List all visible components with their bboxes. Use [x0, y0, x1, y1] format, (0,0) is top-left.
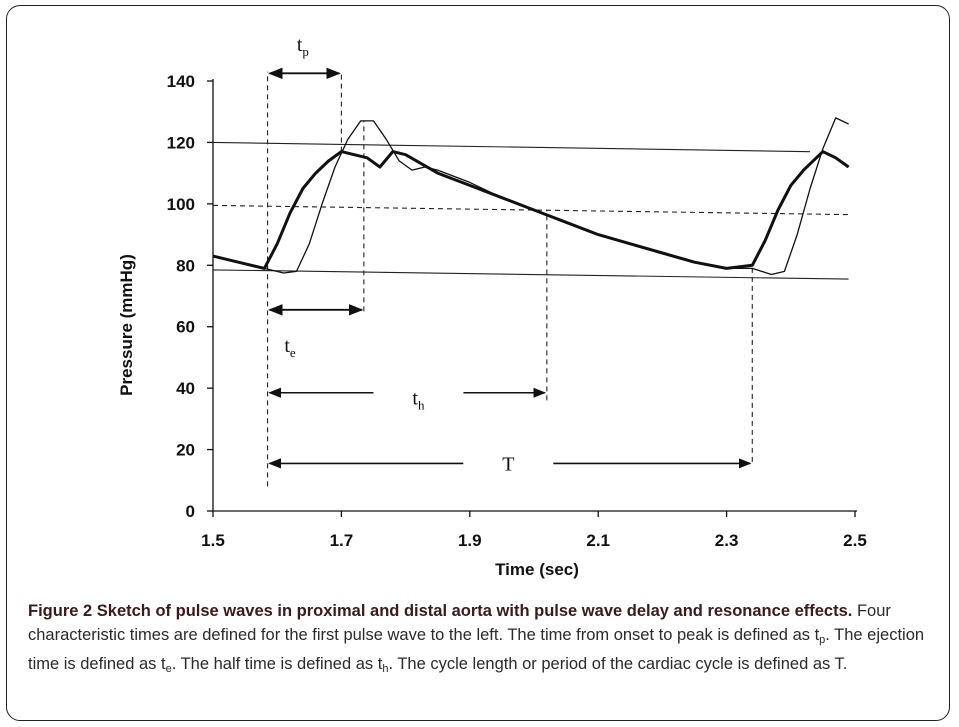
y-tick-label: 60 [176, 318, 195, 337]
y-tick-label: 0 [186, 502, 195, 521]
x-tick-label: 1.5 [201, 531, 225, 550]
y-tick-label: 20 [176, 441, 195, 460]
x-axis-label: Time (sec) [495, 560, 579, 579]
solid-reference-line [212, 141, 811, 153]
reference-lines [212, 71, 849, 487]
caption-text-4: . The cycle length or period of the card… [388, 655, 848, 673]
y-axis-label: Pressure (mmHg) [117, 254, 136, 396]
interval-tp-label: tp [297, 34, 309, 59]
y-tick-label: 100 [167, 195, 195, 214]
x-tick-label: 2.5 [843, 531, 867, 550]
distal-pressure-wave [212, 117, 849, 276]
interval-te-subscript: e [290, 345, 296, 360]
interval-tp-subscript: p [302, 44, 309, 59]
caption-text-3: . The half time is defined as t [171, 655, 383, 673]
interval-annotations: tp te th T [268, 34, 752, 475]
y-tick-label: 80 [176, 256, 195, 275]
y-tick-label: 140 [167, 72, 195, 91]
interval-t-label: T [502, 453, 514, 475]
caption-text-2: . The ejection time is defined as t [28, 626, 925, 673]
interval-th-label: th [412, 387, 425, 412]
interval-th-subscript: h [418, 397, 425, 412]
caption-sub-h: h [382, 663, 389, 675]
solid-reference-line [212, 269, 849, 280]
caption-title: Figure 2 Sketch of pulse waves in proxim… [28, 602, 853, 620]
caption-sub-p: p [819, 634, 826, 646]
interval-te-label: te [284, 335, 296, 360]
y-tick-label: 120 [167, 133, 195, 152]
y-tick-label: 40 [176, 379, 195, 398]
caption-sub-e: e [165, 663, 172, 675]
figure-frame [6, 5, 950, 721]
caption-text-1: Four characteristic times are defined fo… [28, 602, 891, 644]
x-tick-label: 2.1 [586, 531, 610, 550]
proximal-pressure-wave [212, 150, 850, 270]
figure-caption: Figure 2 Sketch of pulse waves in proxim… [28, 599, 928, 681]
x-tick-label: 1.7 [330, 531, 354, 550]
pulse-wave-series [212, 117, 850, 276]
chart-axes: 0 20 40 60 80 100 120 140 1.5 1.7 1.9 2.1 2.3 2.5 [167, 72, 867, 550]
x-tick-label: 2.3 [715, 531, 739, 550]
x-tick-label: 1.9 [458, 531, 482, 550]
